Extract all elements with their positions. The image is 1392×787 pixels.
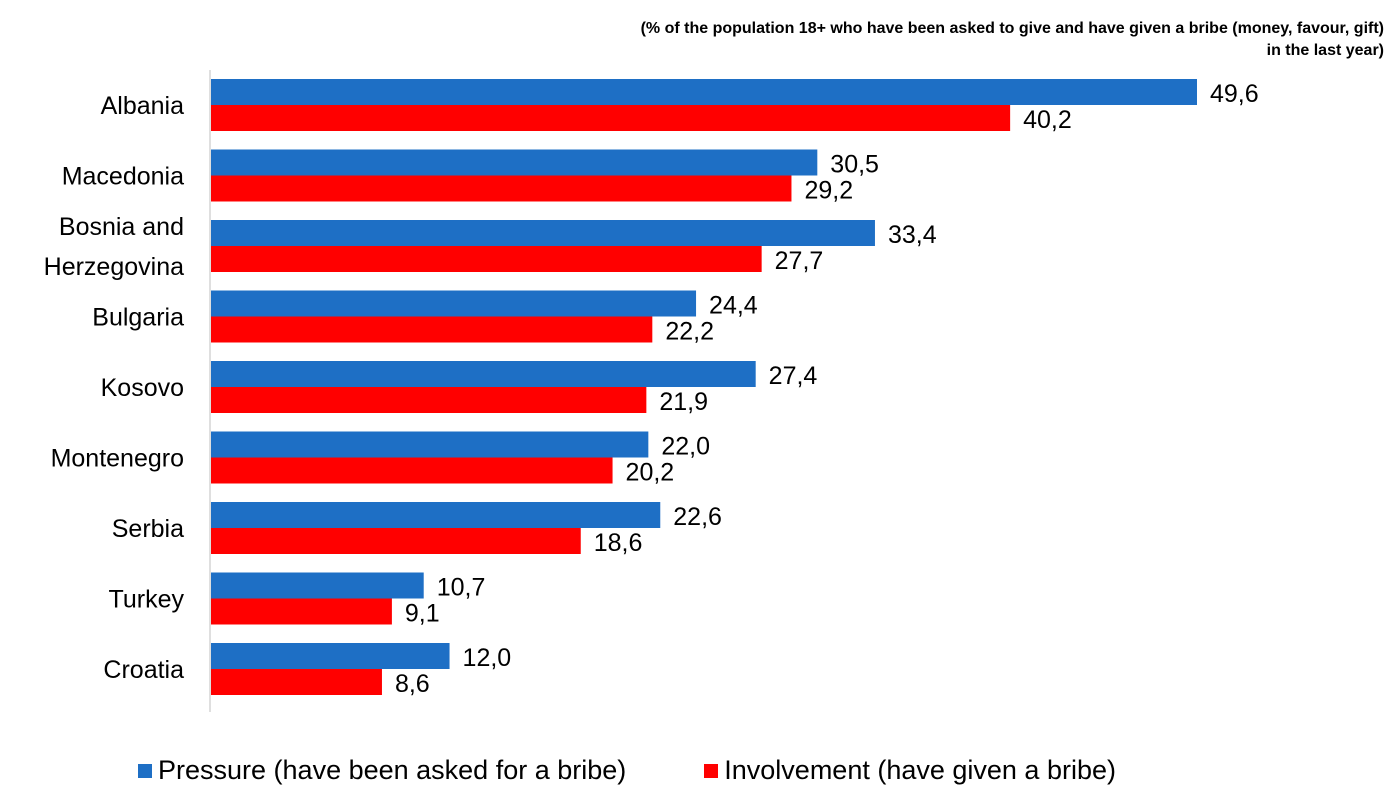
category-label-macedonia: Macedonia <box>62 163 184 191</box>
data-label-involvement-kosovo: 21,9 <box>659 388 708 416</box>
bar-pressure-croatia <box>211 643 450 669</box>
data-label-involvement-croatia: 8,6 <box>395 670 430 698</box>
category-label-kosovo: Kosovo <box>101 374 184 402</box>
data-label-involvement-serbia: 18,6 <box>594 529 643 557</box>
bar-involvement-croatia <box>211 669 382 695</box>
category-label-bosnia-and-herzegovina-line-1: Bosnia and <box>59 213 184 241</box>
data-label-pressure-croatia: 12,0 <box>463 644 512 672</box>
legend-item-pressure: Pressure (have been asked for a bribe) <box>138 755 626 786</box>
bar-pressure-macedonia <box>211 149 818 176</box>
bar-involvement-bosnia-and-herzegovina <box>211 246 762 272</box>
category-label-montenegro: Montenegro <box>51 445 184 473</box>
data-label-involvement-bulgaria: 22,2 <box>665 318 714 346</box>
bar-pressure-montenegro <box>211 431 649 458</box>
bar-involvement-albania <box>211 105 1011 131</box>
bar-involvement-bulgaria <box>211 316 653 343</box>
data-label-pressure-turkey: 10,7 <box>437 574 486 602</box>
legend-item-involvement: Involvement (have given a bribe) <box>704 755 1116 786</box>
data-label-pressure-serbia: 22,6 <box>673 503 722 531</box>
category-label-turkey: Turkey <box>109 586 185 614</box>
bar-pressure-kosovo <box>211 361 756 387</box>
data-label-involvement-montenegro: 20,2 <box>626 459 675 487</box>
data-label-involvement-turkey: 9,1 <box>405 600 440 628</box>
chart-subtitle: (% of the population 18+ who have been a… <box>640 20 1384 59</box>
category-label-albania: Albania <box>101 92 184 120</box>
bar-pressure-bulgaria <box>211 290 697 317</box>
category-label-croatia: Croatia <box>103 656 184 684</box>
data-label-involvement-bosnia-and-herzegovina: 27,7 <box>775 247 824 275</box>
bar-pressure-turkey <box>211 572 424 599</box>
data-label-pressure-albania: 49,6 <box>1210 80 1259 108</box>
bar-involvement-macedonia <box>211 175 792 202</box>
bar-involvement-turkey <box>211 598 392 625</box>
bar-involvement-serbia <box>211 528 581 554</box>
chart-legend: Pressure (have been asked for a bribe) I… <box>138 755 1116 786</box>
legend-swatch-involvement <box>704 763 719 778</box>
legend-label-pressure: Pressure (have been asked for a bribe) <box>158 755 627 785</box>
data-label-pressure-macedonia: 30,5 <box>830 151 879 179</box>
category-label-bulgaria: Bulgaria <box>92 304 184 332</box>
data-label-pressure-bulgaria: 24,4 <box>709 292 758 320</box>
category-label-bosnia-and-herzegovina-line-2: Herzegovina <box>44 253 184 281</box>
legend-swatch-pressure <box>138 763 152 778</box>
bar-involvement-kosovo <box>211 387 647 413</box>
bar-pressure-bosnia-and-herzegovina <box>211 220 875 246</box>
data-label-pressure-kosovo: 27,4 <box>769 362 818 390</box>
bar-pressure-serbia <box>211 502 661 528</box>
data-label-involvement-macedonia: 29,2 <box>804 177 853 205</box>
bar-pressure-albania <box>211 79 1197 105</box>
bar-involvement-montenegro <box>211 457 613 484</box>
category-label-serbia: Serbia <box>112 515 184 543</box>
legend-label-involvement: Involvement (have given a bribe) <box>724 755 1116 785</box>
data-label-involvement-albania: 40,2 <box>1023 106 1072 134</box>
data-label-pressure-montenegro: 22,0 <box>661 433 710 461</box>
data-label-pressure-bosnia-and-herzegovina: 33,4 <box>888 221 937 249</box>
